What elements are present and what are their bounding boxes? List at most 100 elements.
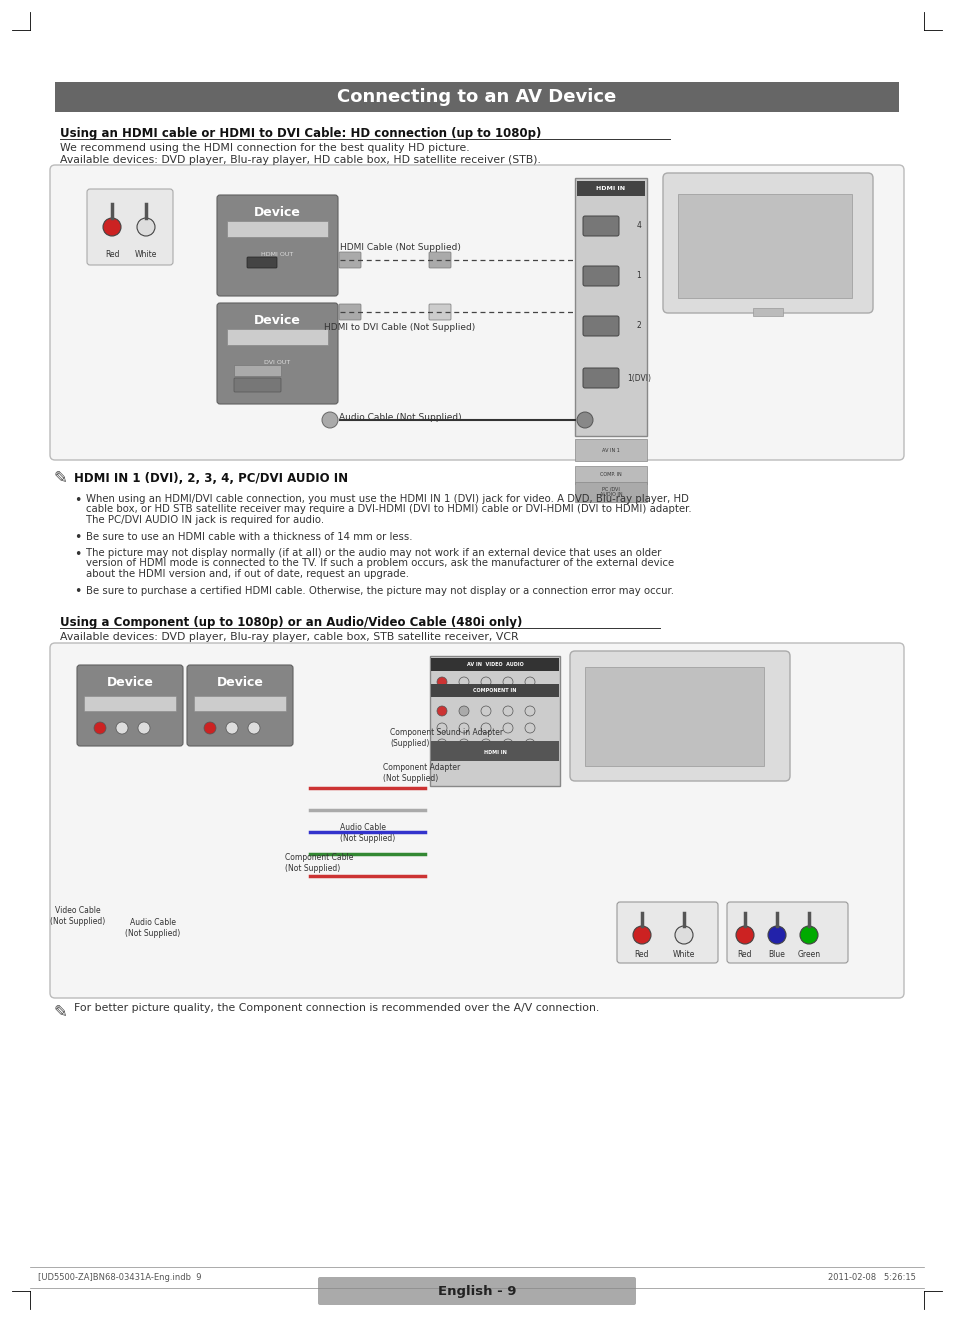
Text: •: • bbox=[74, 494, 82, 507]
Text: Component Sound in Adapter
(Supplied): Component Sound in Adapter (Supplied) bbox=[390, 728, 502, 748]
FancyBboxPatch shape bbox=[617, 902, 718, 963]
Circle shape bbox=[204, 723, 215, 734]
Circle shape bbox=[524, 738, 535, 749]
Text: When using an HDMI/DVI cable connection, you must use the HDMI IN 1 (DVI) jack f: When using an HDMI/DVI cable connection,… bbox=[86, 494, 688, 505]
Text: Red: Red bbox=[737, 950, 752, 959]
Text: For better picture quality, the Component connection is recommended over the A/V: For better picture quality, the Componen… bbox=[74, 1003, 598, 1013]
Text: Device: Device bbox=[107, 675, 153, 688]
FancyBboxPatch shape bbox=[227, 221, 328, 236]
Circle shape bbox=[800, 926, 817, 945]
Circle shape bbox=[502, 676, 513, 687]
Circle shape bbox=[675, 926, 692, 945]
Text: Component Cable
(Not Supplied): Component Cable (Not Supplied) bbox=[285, 853, 353, 873]
FancyBboxPatch shape bbox=[193, 696, 286, 711]
FancyBboxPatch shape bbox=[87, 189, 172, 266]
Text: 2: 2 bbox=[636, 321, 640, 330]
Circle shape bbox=[103, 218, 121, 236]
Circle shape bbox=[524, 705, 535, 716]
FancyBboxPatch shape bbox=[752, 308, 782, 316]
Text: Green: Green bbox=[797, 950, 820, 959]
Text: Blue: Blue bbox=[768, 950, 784, 959]
Text: Connecting to an AV Device: Connecting to an AV Device bbox=[337, 89, 616, 106]
FancyBboxPatch shape bbox=[233, 378, 281, 392]
Text: Video Cable
(Not Supplied): Video Cable (Not Supplied) bbox=[51, 906, 106, 926]
FancyBboxPatch shape bbox=[575, 466, 646, 483]
Circle shape bbox=[502, 723, 513, 733]
Circle shape bbox=[138, 723, 150, 734]
Text: Be sure to purchase a certified HDMI cable. Otherwise, the picture may not displ: Be sure to purchase a certified HDMI cab… bbox=[86, 585, 673, 596]
Text: 4: 4 bbox=[636, 222, 640, 230]
Circle shape bbox=[480, 705, 491, 716]
FancyBboxPatch shape bbox=[431, 741, 558, 761]
FancyBboxPatch shape bbox=[55, 82, 898, 112]
Circle shape bbox=[436, 738, 447, 749]
Text: HDMI IN: HDMI IN bbox=[483, 749, 506, 754]
Text: •: • bbox=[74, 531, 82, 544]
Text: COMPONENT IN: COMPONENT IN bbox=[473, 687, 517, 692]
Circle shape bbox=[322, 412, 337, 428]
Text: HDMI IN 1 (DVI), 2, 3, 4, PC/DVI AUDIO IN: HDMI IN 1 (DVI), 2, 3, 4, PC/DVI AUDIO I… bbox=[74, 472, 348, 485]
Text: ✎: ✎ bbox=[53, 1003, 67, 1021]
FancyBboxPatch shape bbox=[582, 316, 618, 336]
Text: Audio Cable
(Not Supplied): Audio Cable (Not Supplied) bbox=[339, 823, 395, 843]
Circle shape bbox=[524, 723, 535, 733]
Text: Device: Device bbox=[216, 675, 263, 688]
FancyBboxPatch shape bbox=[317, 1277, 636, 1305]
Text: AV IN  VIDEO  AUDIO: AV IN VIDEO AUDIO bbox=[466, 662, 523, 667]
Circle shape bbox=[137, 218, 154, 236]
Text: White: White bbox=[134, 250, 157, 259]
FancyBboxPatch shape bbox=[216, 303, 337, 404]
Text: [UD5500-ZA]BN68-03431A-Eng.indb  9: [UD5500-ZA]BN68-03431A-Eng.indb 9 bbox=[38, 1273, 201, 1283]
Text: ✎: ✎ bbox=[53, 469, 67, 487]
FancyBboxPatch shape bbox=[569, 651, 789, 781]
Text: Available devices: DVD player, Blu-ray player, cable box, STB satellite receiver: Available devices: DVD player, Blu-ray p… bbox=[60, 631, 518, 642]
FancyBboxPatch shape bbox=[577, 181, 644, 196]
FancyBboxPatch shape bbox=[77, 664, 183, 746]
Circle shape bbox=[458, 723, 469, 733]
Circle shape bbox=[735, 926, 753, 945]
FancyBboxPatch shape bbox=[582, 266, 618, 287]
FancyBboxPatch shape bbox=[582, 217, 618, 236]
FancyBboxPatch shape bbox=[338, 252, 360, 268]
Text: Device: Device bbox=[253, 206, 300, 218]
Circle shape bbox=[458, 676, 469, 687]
Text: AV IN 1: AV IN 1 bbox=[601, 448, 619, 453]
Text: PC /DVI
AUDIO IN: PC /DVI AUDIO IN bbox=[599, 486, 621, 498]
FancyBboxPatch shape bbox=[247, 258, 276, 268]
Text: about the HDMI version and, if out of date, request an upgrade.: about the HDMI version and, if out of da… bbox=[86, 569, 409, 579]
Text: HDMI to DVI Cable (Not Supplied): HDMI to DVI Cable (Not Supplied) bbox=[324, 324, 476, 333]
Circle shape bbox=[577, 412, 593, 428]
FancyBboxPatch shape bbox=[678, 194, 851, 299]
Text: Using an HDMI cable or HDMI to DVI Cable: HD connection (up to 1080p): Using an HDMI cable or HDMI to DVI Cable… bbox=[60, 127, 540, 140]
FancyBboxPatch shape bbox=[216, 196, 337, 296]
Text: We recommend using the HDMI connection for the best quality HD picture.: We recommend using the HDMI connection f… bbox=[60, 143, 469, 153]
Text: Using a Component (up to 1080p) or an Audio/Video Cable (480i only): Using a Component (up to 1080p) or an Au… bbox=[60, 616, 522, 629]
Text: 1(DVI): 1(DVI) bbox=[626, 374, 650, 383]
Circle shape bbox=[767, 926, 785, 945]
FancyBboxPatch shape bbox=[187, 664, 293, 746]
FancyBboxPatch shape bbox=[84, 696, 175, 711]
Text: version of HDMI mode is connected to the TV. If such a problem occurs, ask the m: version of HDMI mode is connected to the… bbox=[86, 559, 674, 568]
Text: Device: Device bbox=[253, 313, 300, 326]
Circle shape bbox=[226, 723, 237, 734]
FancyBboxPatch shape bbox=[582, 369, 618, 388]
FancyBboxPatch shape bbox=[429, 252, 451, 268]
Circle shape bbox=[480, 738, 491, 749]
Text: White: White bbox=[672, 950, 695, 959]
Text: Audio Cable (Not Supplied): Audio Cable (Not Supplied) bbox=[338, 413, 461, 423]
Text: DVI OUT: DVI OUT bbox=[264, 359, 291, 365]
Circle shape bbox=[480, 723, 491, 733]
FancyBboxPatch shape bbox=[575, 439, 646, 461]
Text: COMP. IN: COMP. IN bbox=[599, 473, 621, 477]
FancyBboxPatch shape bbox=[429, 304, 451, 320]
Text: Available devices: DVD player, Blu-ray player, HD cable box, HD satellite receiv: Available devices: DVD player, Blu-ray p… bbox=[60, 155, 540, 165]
Text: Be sure to use an HDMI cable with a thickness of 14 mm or less.: Be sure to use an HDMI cable with a thic… bbox=[86, 531, 412, 542]
FancyBboxPatch shape bbox=[575, 482, 646, 502]
Circle shape bbox=[480, 676, 491, 687]
FancyBboxPatch shape bbox=[662, 173, 872, 313]
Circle shape bbox=[436, 676, 447, 687]
Text: 1: 1 bbox=[636, 272, 640, 280]
FancyBboxPatch shape bbox=[50, 165, 903, 460]
Text: Red: Red bbox=[105, 250, 119, 259]
FancyBboxPatch shape bbox=[575, 178, 646, 436]
